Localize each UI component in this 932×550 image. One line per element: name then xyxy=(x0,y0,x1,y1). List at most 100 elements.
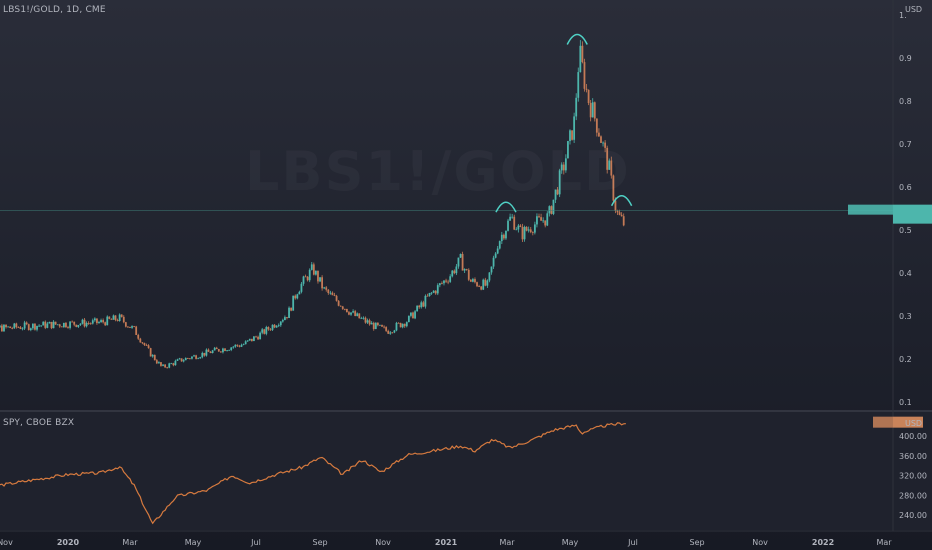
x-tick-label: Nov xyxy=(0,538,13,547)
x-tick-label: Nov xyxy=(375,538,391,547)
candle-body xyxy=(583,62,586,89)
candle-body xyxy=(73,321,76,325)
main-y-tick-label: 0.6 xyxy=(899,183,912,192)
candle-body xyxy=(242,344,245,346)
candle-body xyxy=(585,88,588,90)
arc-annotation[interactable] xyxy=(566,33,588,45)
main-y-tick-label: 0.1 xyxy=(899,398,912,407)
candle-body xyxy=(558,170,561,195)
candle-body xyxy=(414,311,416,319)
candle-body xyxy=(145,345,148,346)
candle-body xyxy=(422,302,425,307)
candle-body xyxy=(112,315,115,320)
candle-body xyxy=(432,290,435,293)
candle-body xyxy=(389,332,392,334)
candle-body xyxy=(366,320,369,323)
candle-body xyxy=(573,116,576,140)
candle-body xyxy=(321,277,324,289)
candle-body xyxy=(488,272,491,281)
candle-body xyxy=(352,311,354,313)
candle-body xyxy=(151,354,154,357)
candle-body xyxy=(56,324,59,326)
candle-body xyxy=(40,325,43,327)
candle-body xyxy=(294,295,297,299)
candle-body xyxy=(222,348,224,353)
candle-body xyxy=(195,355,197,359)
candle-body xyxy=(259,332,262,340)
candle-body xyxy=(261,329,264,333)
candle-body xyxy=(273,324,276,328)
candle-body xyxy=(60,326,63,328)
candle-body xyxy=(77,324,80,327)
candle-body xyxy=(308,269,311,281)
candle-body xyxy=(538,216,540,218)
candle-body xyxy=(27,324,30,331)
candle-body xyxy=(428,292,431,297)
spy-y-tick-label: 240.00 xyxy=(899,511,927,520)
candle-body xyxy=(184,358,187,361)
candle-body xyxy=(306,276,309,281)
candle-body xyxy=(381,324,383,327)
candle-body xyxy=(71,321,74,323)
spy-pane-background xyxy=(0,412,932,530)
candle-body xyxy=(315,271,317,275)
candle-body xyxy=(403,323,406,327)
arc-annotation[interactable] xyxy=(495,201,517,213)
candle-body xyxy=(312,264,315,275)
candle-body xyxy=(279,321,282,326)
candle-body xyxy=(133,326,136,327)
x-tick-label: Jul xyxy=(627,538,638,547)
candle-body xyxy=(505,230,507,239)
main-pane-legend[interactable]: LBS1!/GOLD, 1D, CME xyxy=(3,5,106,15)
candle-body xyxy=(372,322,375,330)
spy-last-price-marker[interactable] xyxy=(893,416,923,428)
candle-body xyxy=(178,358,181,360)
candle-body xyxy=(529,229,532,233)
candle-body xyxy=(230,347,233,350)
candle-body xyxy=(387,330,390,334)
candle-body xyxy=(292,295,295,311)
candle-body xyxy=(523,226,526,240)
x-tick-label: Mar xyxy=(499,538,515,547)
x-tick-label: Sep xyxy=(312,538,327,547)
candle-body xyxy=(31,323,34,329)
candle-body xyxy=(89,323,92,325)
candle-body xyxy=(96,318,98,324)
candle-body xyxy=(93,318,96,321)
main-y-tick-label: 0.8 xyxy=(899,97,912,106)
candle-body xyxy=(356,313,359,316)
candle-body xyxy=(139,338,142,343)
candle-body xyxy=(143,343,146,346)
candle-body xyxy=(531,232,534,233)
candle-body xyxy=(238,345,241,347)
candle-body xyxy=(494,253,497,258)
candle-body xyxy=(620,214,623,217)
candle-body xyxy=(135,326,138,335)
last-price-marker[interactable] xyxy=(893,204,932,224)
candle-body xyxy=(548,206,551,214)
candle-body xyxy=(560,164,563,171)
candle-body xyxy=(54,321,57,325)
candle-body xyxy=(13,323,16,329)
candle-body xyxy=(87,323,90,324)
sub-exchange-label: CBOE BZX xyxy=(26,418,75,428)
candle-body xyxy=(75,324,78,327)
candle-body xyxy=(19,327,22,329)
candle-body xyxy=(124,322,127,327)
candle-body xyxy=(472,279,474,282)
candle-body xyxy=(434,290,437,294)
candle-body xyxy=(465,269,468,270)
candle-body xyxy=(385,327,388,331)
sub-pane-legend[interactable]: SPY, CBOE BZX xyxy=(3,418,75,428)
candle-body xyxy=(114,315,117,321)
spy-line[interactable] xyxy=(0,422,626,525)
arc-annotation[interactable] xyxy=(610,195,633,207)
candle-body xyxy=(443,280,445,284)
candle-body xyxy=(397,322,400,324)
candle-body xyxy=(564,158,567,171)
candle-body xyxy=(234,344,237,347)
candle-body xyxy=(319,277,321,282)
candle-body xyxy=(476,282,478,287)
candle-body xyxy=(593,102,596,119)
